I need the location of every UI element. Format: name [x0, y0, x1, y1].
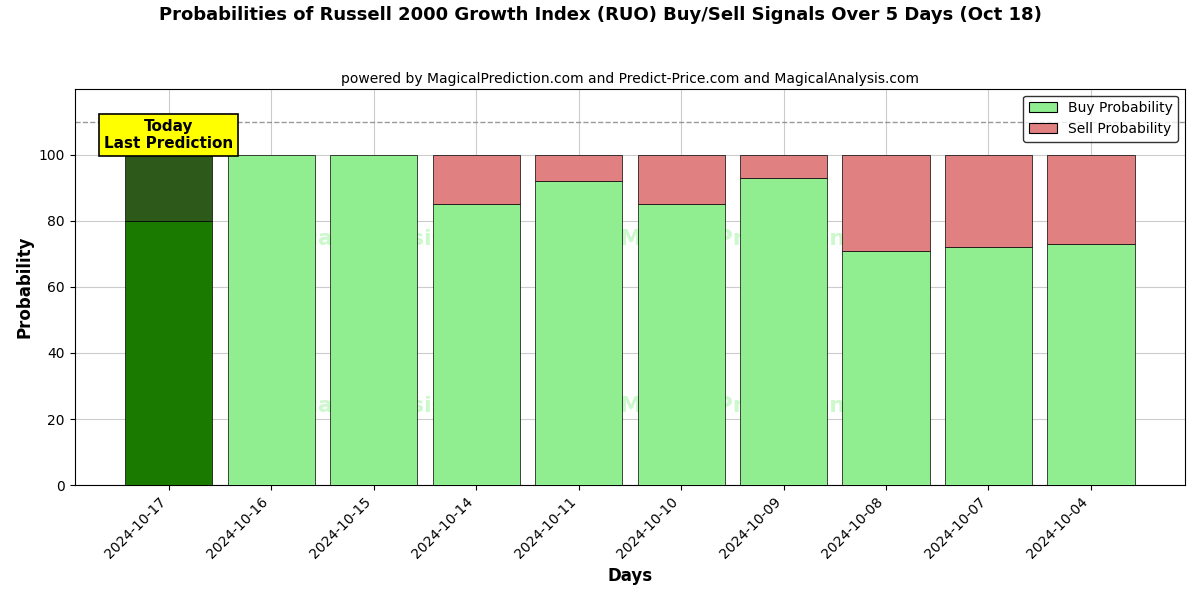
- X-axis label: Days: Days: [607, 567, 653, 585]
- Bar: [125, 221, 212, 485]
- Bar: [842, 251, 930, 485]
- Bar: [740, 178, 827, 485]
- Title: powered by MagicalPrediction.com and Predict-Price.com and MagicalAnalysis.com: powered by MagicalPrediction.com and Pre…: [341, 72, 919, 86]
- Bar: [842, 155, 930, 251]
- Bar: [1048, 155, 1134, 244]
- Text: MagicalAnalysis.com: MagicalAnalysis.com: [244, 229, 505, 249]
- Bar: [535, 181, 622, 485]
- Bar: [637, 204, 725, 485]
- Text: Probabilities of Russell 2000 Growth Index (RUO) Buy/Sell Signals Over 5 Days (O: Probabilities of Russell 2000 Growth Ind…: [158, 6, 1042, 24]
- Bar: [330, 155, 418, 485]
- Text: Today
Last Prediction: Today Last Prediction: [104, 119, 233, 151]
- Text: MagicalAnalysis.com: MagicalAnalysis.com: [244, 396, 505, 416]
- Text: MagicalPrediction.com: MagicalPrediction.com: [620, 396, 906, 416]
- Bar: [740, 155, 827, 178]
- Y-axis label: Probability: Probability: [16, 236, 34, 338]
- Bar: [125, 155, 212, 221]
- Bar: [637, 155, 725, 204]
- Bar: [535, 155, 622, 181]
- Legend: Buy Probability, Sell Probability: Buy Probability, Sell Probability: [1024, 95, 1178, 142]
- Bar: [944, 155, 1032, 247]
- Bar: [944, 247, 1032, 485]
- Bar: [432, 204, 520, 485]
- Bar: [1048, 244, 1134, 485]
- Bar: [228, 155, 314, 485]
- Text: MagicalPrediction.com: MagicalPrediction.com: [620, 229, 906, 249]
- Bar: [432, 155, 520, 204]
